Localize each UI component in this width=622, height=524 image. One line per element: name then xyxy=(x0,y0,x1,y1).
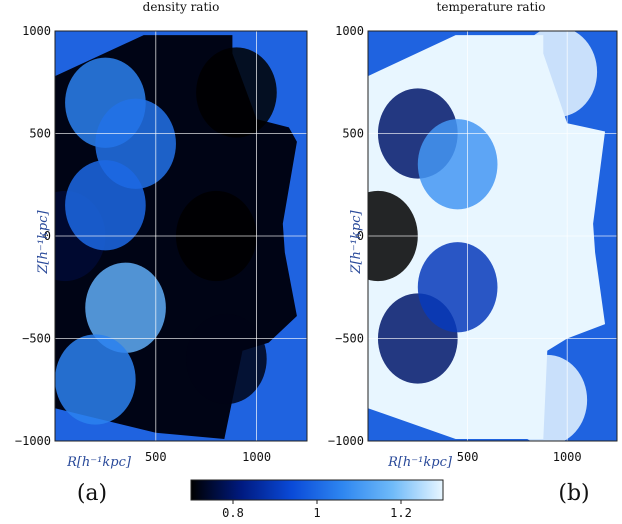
colorbar-ticks: 0.8 1 1.2 xyxy=(222,500,412,520)
field-feature xyxy=(55,334,136,425)
field-feature xyxy=(186,313,267,405)
panel-a-grid xyxy=(55,30,307,442)
panel-b-field xyxy=(368,31,606,441)
field-feature xyxy=(517,31,598,118)
panel-b-xlabel: R[h⁻¹kpc] xyxy=(387,455,453,470)
x-tick-label: 1000 xyxy=(553,450,582,464)
panel-a-y-ticks: 1000 500 0 −500 −1000 xyxy=(15,24,51,448)
x-tick-label: 500 xyxy=(457,450,479,464)
panel-a-ylabel: Z[h⁻¹kpc] xyxy=(36,210,51,275)
y-tick-label: 1000 xyxy=(335,24,364,38)
y-tick-label: −1000 xyxy=(328,434,364,448)
panel-a-title: density ratio xyxy=(143,0,220,14)
panel-a-field xyxy=(55,35,297,439)
y-tick-label: 1000 xyxy=(22,24,51,38)
panel-a-label: (a) xyxy=(77,481,107,506)
field-feature xyxy=(507,354,588,441)
y-tick-label: 500 xyxy=(29,127,51,141)
field-feature xyxy=(65,160,146,251)
field-feature xyxy=(85,262,166,353)
panel-a-x-ticks: 500 1000 xyxy=(145,450,271,464)
y-tick-label: −500 xyxy=(22,332,51,346)
y-tick-label: 0 xyxy=(357,229,364,243)
colorbar-bar xyxy=(190,479,444,501)
y-tick-label: −1000 xyxy=(15,434,51,448)
field-feature xyxy=(417,242,498,333)
panel-b-x-ticks: 500 1000 xyxy=(457,450,582,464)
x-tick-label: 1000 xyxy=(242,450,271,464)
panel-b-ylabel: Z[h⁻¹kpc] xyxy=(349,210,364,275)
panel-b-title: temperature ratio xyxy=(437,0,546,14)
colorbar: 0.8 1 1.2 xyxy=(190,479,444,520)
field-feature xyxy=(417,119,498,210)
field-feature xyxy=(196,47,277,138)
panel-a-frame xyxy=(54,30,308,442)
colorbar-tick-label: 0.8 xyxy=(222,506,244,520)
colorbar-tick-label: 1.2 xyxy=(390,506,412,520)
y-tick-label: 500 xyxy=(342,127,364,141)
x-tick-label: 500 xyxy=(145,450,167,464)
colorbar-tick-label: 1 xyxy=(313,506,320,520)
panel-b-frame xyxy=(367,30,618,442)
panel-b-y-ticks: 1000 500 0 −500 −1000 xyxy=(328,24,364,448)
y-tick-label: 0 xyxy=(44,229,51,243)
y-tick-label: −500 xyxy=(335,332,364,346)
panel-a-xlabel: R[h⁻¹kpc] xyxy=(66,455,132,470)
panel-b-label: (b) xyxy=(558,481,589,506)
